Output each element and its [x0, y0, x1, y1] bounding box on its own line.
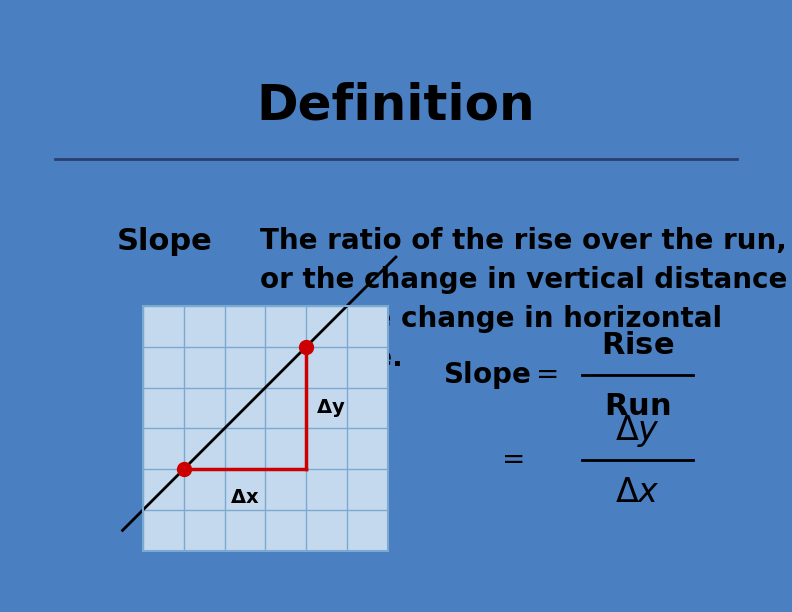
Text: The ratio of the rise over the run,
or the change in vertical distance
over the : The ratio of the rise over the run, or t… — [260, 227, 787, 372]
Text: $=$: $=$ — [496, 444, 524, 472]
Text: Definition: Definition — [257, 82, 535, 130]
Text: Slope: Slope — [116, 227, 212, 256]
Text: $\mathit{\Delta y}$: $\mathit{\Delta y}$ — [615, 413, 661, 449]
Text: $\mathbf{\Delta x}$: $\mathbf{\Delta x}$ — [230, 488, 260, 507]
Text: $\mathbf{Rise}$: $\mathbf{Rise}$ — [601, 330, 674, 360]
Text: $\mathbf{Run}$: $\mathbf{Run}$ — [604, 392, 671, 421]
Text: $\mathit{\Delta x}$: $\mathit{\Delta x}$ — [615, 476, 661, 509]
Text: $\mathbf{\Delta y}$: $\mathbf{\Delta y}$ — [316, 397, 346, 419]
Text: $\mathbf{Slope} =$: $\mathbf{Slope} =$ — [444, 359, 558, 390]
